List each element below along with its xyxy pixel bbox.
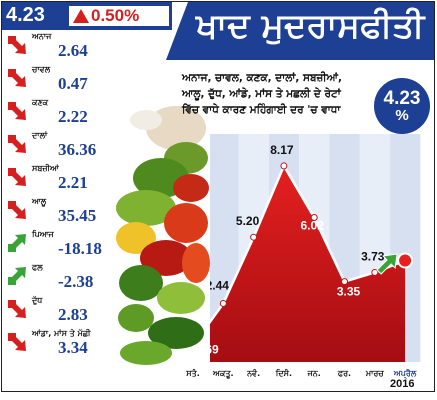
description: ਅਨਾਜ, ਚਾਵਲ, ਕਣਕ, ਦਾਲਾਂ, ਸਬਜ਼ੀਆਂ, ਆਲੂ, ਦੁ… <box>182 70 382 118</box>
item-value: 2.64 <box>58 41 88 60</box>
item-name: ਆਲੂ <box>32 197 47 206</box>
data-label: 8.17 <box>270 143 294 157</box>
list-item: ਦੁੱਧ 2.83 <box>2 296 152 327</box>
green-up-arrow-icon <box>8 234 26 252</box>
bubble-unit: % <box>395 107 409 124</box>
red-up-triangle-icon <box>73 9 89 23</box>
list-item: ਸਬਜ਼ੀਆਂ 2.21 <box>2 164 152 195</box>
red-down-arrow-icon <box>8 102 26 120</box>
data-point <box>250 233 258 241</box>
bubble-value: 4.23 <box>383 88 421 109</box>
red-down-arrow-icon <box>8 333 26 351</box>
page-title: ਖਾਦ ਮੁਦਰਾਸਫੀਤੀ <box>196 6 425 46</box>
x-tick-label: ਨਵੰ. <box>246 367 260 378</box>
item-name: ਚਾਵਲ <box>32 65 51 74</box>
data-label: 2.44 <box>206 278 230 292</box>
x-tick-label: ਸਤੰ. <box>185 367 200 378</box>
item-name: ਸਬਜ਼ੀਆਂ <box>32 164 59 173</box>
headline-change: 0.50% <box>91 6 140 25</box>
headline-change-box: 0.50% <box>68 5 170 27</box>
x-tick-label: ਅਕਤੂ. <box>212 369 234 379</box>
data-point <box>341 278 348 286</box>
item-name: ਫਲ <box>32 263 43 272</box>
list-item: ਦਾਲਾਂ 36.36 <box>2 131 152 162</box>
red-down-arrow-icon <box>8 69 26 87</box>
item-value: -2.38 <box>58 272 94 291</box>
x-tick-label: ਅਪ੍ਰੈਲ <box>393 367 417 379</box>
description-line: ਵਿੱਚ ਵਾਧੇ ਕਾਰਣ ਮਹਿੰਗਾਈ ਦਰ 'ਚ ਵਾਧਾ <box>182 104 341 116</box>
item-name: ਪਿਆਜ <box>32 230 54 239</box>
data-label: 3.35 <box>337 285 361 299</box>
inflation-chart: 0.692.445.208.176.023.353.73 ਸਤੰ.ਅਕਤੂ.ਨਵ… <box>178 134 421 379</box>
green-up-arrow-icon <box>376 253 398 275</box>
x-tick-label: ਮਾਰਚ <box>365 369 385 378</box>
x-tick-label: ਦਿਸੰ. <box>275 367 292 378</box>
data-point <box>397 252 414 269</box>
list-item: ਪਿਆਜ -18.18 <box>2 230 152 261</box>
vegetables-image <box>106 98 210 368</box>
description-line: ਆਲੂ, ਦੁੱਧ, ਆਂਡੇ, ਮਾਂਸ ਤੇ ਮਛਲੀ ਦੇ ਰੇਟਾਂ <box>182 88 341 100</box>
list-item: ਚਾਵਲ 0.47 <box>2 65 152 96</box>
item-value: 0.47 <box>58 74 88 93</box>
data-label: 5.20 <box>236 214 260 228</box>
list-item: ਆਂਡਾ, ਮਾਂਸ ਤੇ ਮੱਛੀ 3.34 <box>2 329 152 360</box>
series-line <box>191 163 406 347</box>
item-value: 35.45 <box>58 206 97 225</box>
item-list: ਅਨਾਜ 2.64 ਚਾਵਲ 0.47 ਕਣਕ 2.22 ਦਾਲਾਂ 36.36 ਸਬਜ਼ੀਆਂ… <box>2 32 152 364</box>
headline-value: 4.23 <box>6 4 45 26</box>
data-label: 6.02 <box>301 219 325 233</box>
green-up-arrow-icon <box>8 267 26 285</box>
data-point <box>310 214 318 222</box>
item-value: 3.34 <box>58 338 88 357</box>
data-point <box>371 268 379 276</box>
list-item: ਅਨਾਜ 2.64 <box>2 32 152 63</box>
red-down-arrow-icon <box>8 201 26 219</box>
item-value: 2.83 <box>58 305 88 324</box>
value-bubble: 4.23 % <box>374 78 430 134</box>
red-down-arrow-icon <box>8 168 26 186</box>
list-item: ਆਲੂ 35.45 <box>2 197 152 228</box>
x-tick-label: ਫਰ. <box>337 369 351 378</box>
data-label: 3.73 <box>361 249 385 263</box>
headline-box: 4.23 0.50% <box>2 2 172 30</box>
x-tick-label: ਜਨ. <box>307 369 321 378</box>
red-down-arrow-icon <box>8 300 26 318</box>
item-value: 2.22 <box>58 107 88 126</box>
list-item: ਕਣਕ 2.22 <box>2 98 152 129</box>
title-banner: ਖਾਦ ਮੁਦਰਾਸਫੀਤੀ <box>166 2 434 60</box>
item-value: 2.21 <box>58 173 88 192</box>
item-name: ਕਣਕ <box>32 98 49 107</box>
data-point <box>280 162 288 170</box>
item-name: ਅਨਾਜ <box>32 32 52 41</box>
red-down-arrow-icon <box>8 36 26 54</box>
area-fill <box>193 165 406 362</box>
list-item: ਫਲ -2.38 <box>2 263 152 294</box>
description-line: ਅਨਾਜ, ਚਾਵਲ, ਕਣਕ, ਦਾਲਾਂ, ਸਬਜ਼ੀਆਂ, <box>182 72 342 84</box>
item-value: 36.36 <box>58 140 97 159</box>
item-name: ਦੁੱਧ <box>32 296 43 305</box>
red-down-arrow-icon <box>8 135 26 153</box>
item-name: ਆਂਡਾ, ਮਾਂਸ ਤੇ ਮੱਛੀ <box>32 329 91 338</box>
item-name: ਦਾਲਾਂ <box>32 131 48 140</box>
year-label: 2016 <box>390 378 415 390</box>
infographic: 0.692.445.208.176.023.353.73 ਸਤੰ.ਅਕਤੂ.ਨਵ… <box>1 1 435 392</box>
item-value: -18.18 <box>58 239 102 258</box>
data-point <box>219 299 227 307</box>
